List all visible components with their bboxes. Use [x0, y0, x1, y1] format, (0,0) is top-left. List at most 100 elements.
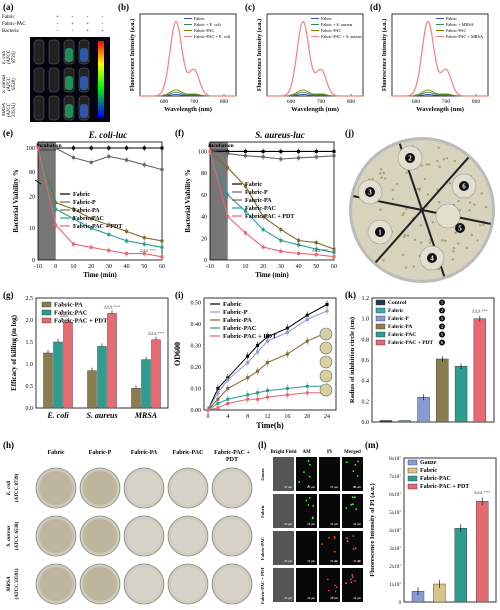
x-tick-label: 24 — [324, 414, 330, 420]
sign-cell: + — [65, 21, 80, 28]
data-point — [143, 243, 146, 246]
colony — [446, 157, 448, 159]
colony — [420, 164, 422, 166]
sign-cell: - — [80, 14, 95, 21]
data-point — [54, 208, 57, 211]
tube — [34, 96, 44, 120]
y-axis-label: OD600 — [173, 342, 182, 366]
sign-cell: + — [80, 21, 95, 28]
scale-bar-label: 20 μm — [330, 522, 338, 526]
row-label: E. coli — [6, 480, 12, 496]
y-tick-label: 80 — [201, 171, 207, 177]
legend-label: Fabric-PAC — [321, 28, 342, 33]
panel-a: Fabric Fabric-PAC Bacteria + - - - - + + - - - + + … — [0, 0, 118, 125]
data-point — [297, 239, 300, 242]
x-tick-label: 20 — [88, 264, 94, 270]
legend-swatch — [376, 316, 385, 321]
y-tick-label: 2x10⁷ — [389, 564, 401, 570]
cell-dot — [312, 505, 314, 507]
significance: ΔΔΔ *** — [312, 248, 329, 253]
significance: ΔΔΔ *** — [472, 309, 489, 314]
data-point — [333, 251, 336, 254]
data-point — [315, 241, 318, 244]
colony — [452, 258, 454, 260]
spectrum-line-3 — [392, 21, 488, 96]
bar — [64, 322, 73, 408]
sign-cell: - — [95, 14, 110, 21]
data-point — [107, 147, 110, 150]
colony — [454, 232, 456, 234]
data-point — [297, 156, 300, 159]
scale-bar-label: 20 μm — [284, 485, 292, 489]
legend-label: Fabric-PAC — [54, 310, 88, 317]
data-point — [72, 156, 75, 159]
panel-k: 0.0 0.2 0.4 0.6 0.8 1.0 1.2 Radius of inhibitio… — [344, 290, 500, 440]
data-point — [54, 147, 57, 150]
legend-swatch — [376, 300, 385, 305]
legend-label: Fabric-PA — [223, 317, 252, 324]
column-label: AM — [302, 450, 311, 455]
tube-signal — [80, 104, 88, 118]
data-point — [286, 387, 289, 390]
cell-dot — [346, 537, 348, 539]
cell-dot — [352, 470, 354, 472]
data-point — [161, 168, 164, 171]
x-tick-label: 40 — [124, 264, 130, 270]
data-point — [125, 159, 128, 162]
colony — [413, 265, 415, 267]
tube — [49, 68, 59, 92]
cell-dot — [298, 481, 300, 483]
cell-dot — [352, 503, 354, 505]
cell-dot — [336, 586, 338, 588]
y-axis-label: Fluorescence Intensity (a.u.) — [381, 19, 388, 91]
legend-swatch — [408, 468, 417, 473]
y-tick-label: 0.6 — [362, 358, 370, 364]
scale-bar-label: 20 μm — [330, 559, 338, 563]
colony — [469, 201, 471, 203]
y-tick-label: 80 — [29, 170, 35, 176]
data-point — [244, 154, 247, 157]
colony — [424, 178, 426, 180]
colony — [402, 254, 404, 256]
legend-label: Fabric — [420, 468, 437, 474]
scale-bar-label: 20 μm — [284, 522, 292, 526]
data-point — [246, 376, 249, 379]
plate-growth — [215, 471, 249, 505]
y-tick-label: 3x10⁷ — [389, 546, 401, 552]
data-point — [286, 353, 289, 356]
y-tick-label: 1.0 — [362, 317, 370, 323]
colony — [381, 176, 383, 178]
colony — [380, 168, 382, 170]
cell-dot — [347, 540, 349, 542]
colony — [427, 193, 429, 195]
legend-label: Fabric — [245, 182, 262, 188]
legend-label: Fabric-PAC — [446, 28, 467, 33]
y-tick-label: 1.2 — [362, 296, 370, 302]
bar — [98, 346, 107, 408]
panel-h: Fabric Fabric-P Fabric-PA Fabric-PAC Fabric-… — [0, 442, 255, 610]
cell-dot — [303, 471, 305, 473]
y-tick-label: 40 — [201, 215, 207, 221]
colony — [482, 224, 484, 226]
row-label-strain: (ATCC 6538) — [15, 521, 20, 550]
y-tick-label: 0.5 — [26, 384, 34, 390]
x-tick-label: -10 — [206, 264, 214, 270]
x-tick-label: 12 — [265, 414, 271, 420]
cell-dot — [309, 476, 311, 478]
colony — [384, 177, 386, 179]
bar — [44, 353, 53, 408]
data-point — [161, 239, 164, 242]
cell-dot — [335, 591, 337, 593]
column-label: Fabric-PAC — [173, 450, 204, 456]
cell-dot — [334, 537, 336, 539]
y-tick-label: 0.2 — [362, 399, 370, 405]
y-tick-label: 0.50 — [191, 300, 202, 306]
bar — [474, 319, 486, 422]
bar — [399, 421, 411, 423]
data-point — [315, 253, 318, 256]
x-tick-label: 700 — [317, 99, 326, 105]
legend-label: Fabric — [321, 16, 332, 21]
data-point — [286, 331, 289, 334]
sign-row: - + + - — [50, 21, 110, 28]
y-axis-label: Fluorescence Intensity of PI (a.u.) — [369, 483, 376, 576]
